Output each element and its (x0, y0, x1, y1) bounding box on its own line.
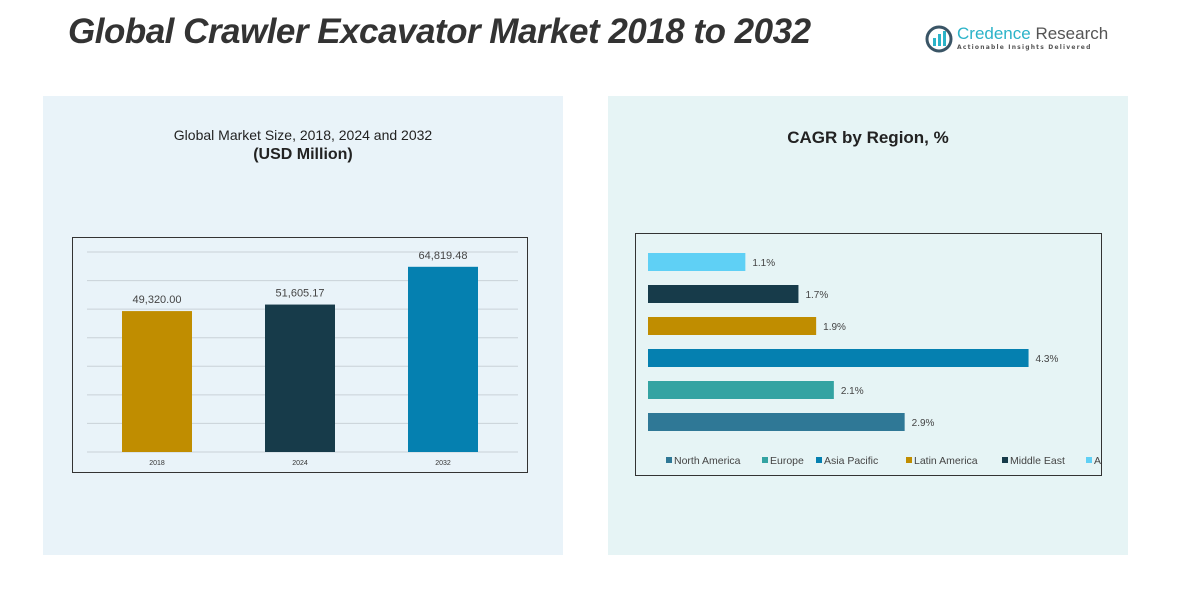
legend-swatch (762, 457, 768, 463)
x-tick-label: 2024 (292, 460, 308, 467)
x-tick-label: 2018 (149, 460, 165, 467)
bar-2024 (265, 304, 335, 452)
legend-swatch (1002, 457, 1008, 463)
market-size-panel: Global Market Size, 2018, 2024 and 2032 … (43, 96, 563, 555)
legend-item: Asia Pacific (824, 455, 878, 467)
bar-africa (648, 253, 746, 271)
bar-2032 (408, 266, 478, 452)
market-size-title: Global Market Size, 2018, 2024 and 2032 (173, 127, 433, 143)
x-tick-label: 2032 (435, 460, 451, 467)
data-label: 2.1% (841, 386, 864, 397)
data-label: 51,605.17 (276, 288, 325, 300)
legend-swatch (906, 457, 912, 463)
data-label: 49,320.00 (133, 294, 182, 306)
legend-item: Europe (770, 455, 804, 467)
legend-item: Middle East (1010, 455, 1065, 467)
logo-chart-icon (925, 25, 953, 53)
bar-2018 (122, 311, 192, 452)
legend-swatch (666, 457, 672, 463)
legend-item: North America (674, 455, 741, 467)
logo-tagline: Actionable Insights Delivered (957, 44, 1092, 51)
cagr-panel: CAGR by Region, % 2.9% 2.1% 4.3% 1.9% 1.7% 1.… (608, 96, 1128, 555)
legend-item: Latin America (914, 455, 978, 467)
bar-asia-pacific (648, 349, 1029, 367)
cagr-chart: 2.9% 2.1% 4.3% 1.9% 1.7% 1.1% North America Eur… (635, 233, 1121, 476)
credence-research-logo: Credence Research Actionable Insights De… (925, 22, 1110, 56)
bar-middle-east (648, 285, 799, 303)
cagr-title: CAGR by Region, % (787, 128, 949, 147)
bar-latin-america (648, 317, 817, 335)
market-size-unit: (USD Million) (253, 146, 353, 163)
data-label: 2.9% (912, 418, 935, 429)
data-label: 1.1% (752, 258, 775, 269)
legend-item: Africa (1094, 455, 1101, 467)
legend-swatch (816, 457, 822, 463)
logo-name: Credence Research (957, 24, 1109, 43)
bar-north-america (648, 413, 905, 431)
data-label: 64,819.48 (419, 250, 468, 262)
market-size-chart: 49,320.00 2018 51,605.17 2024 64,819.48 2032 (72, 237, 528, 473)
data-label: 1.9% (823, 322, 846, 333)
legend-swatch (1086, 457, 1092, 463)
data-label: 1.7% (805, 290, 828, 301)
bar-europe (648, 381, 834, 399)
page-title: Global Crawler Excavator Market 2018 to … (68, 12, 811, 51)
data-label: 4.3% (1036, 354, 1059, 365)
market-size-svg: 49,320.00 2018 51,605.17 2024 64,819.48 2032 (87, 250, 518, 467)
cagr-svg: 2.9% 2.1% 4.3% 1.9% 1.7% 1.1% North America Eur… (648, 253, 1121, 467)
